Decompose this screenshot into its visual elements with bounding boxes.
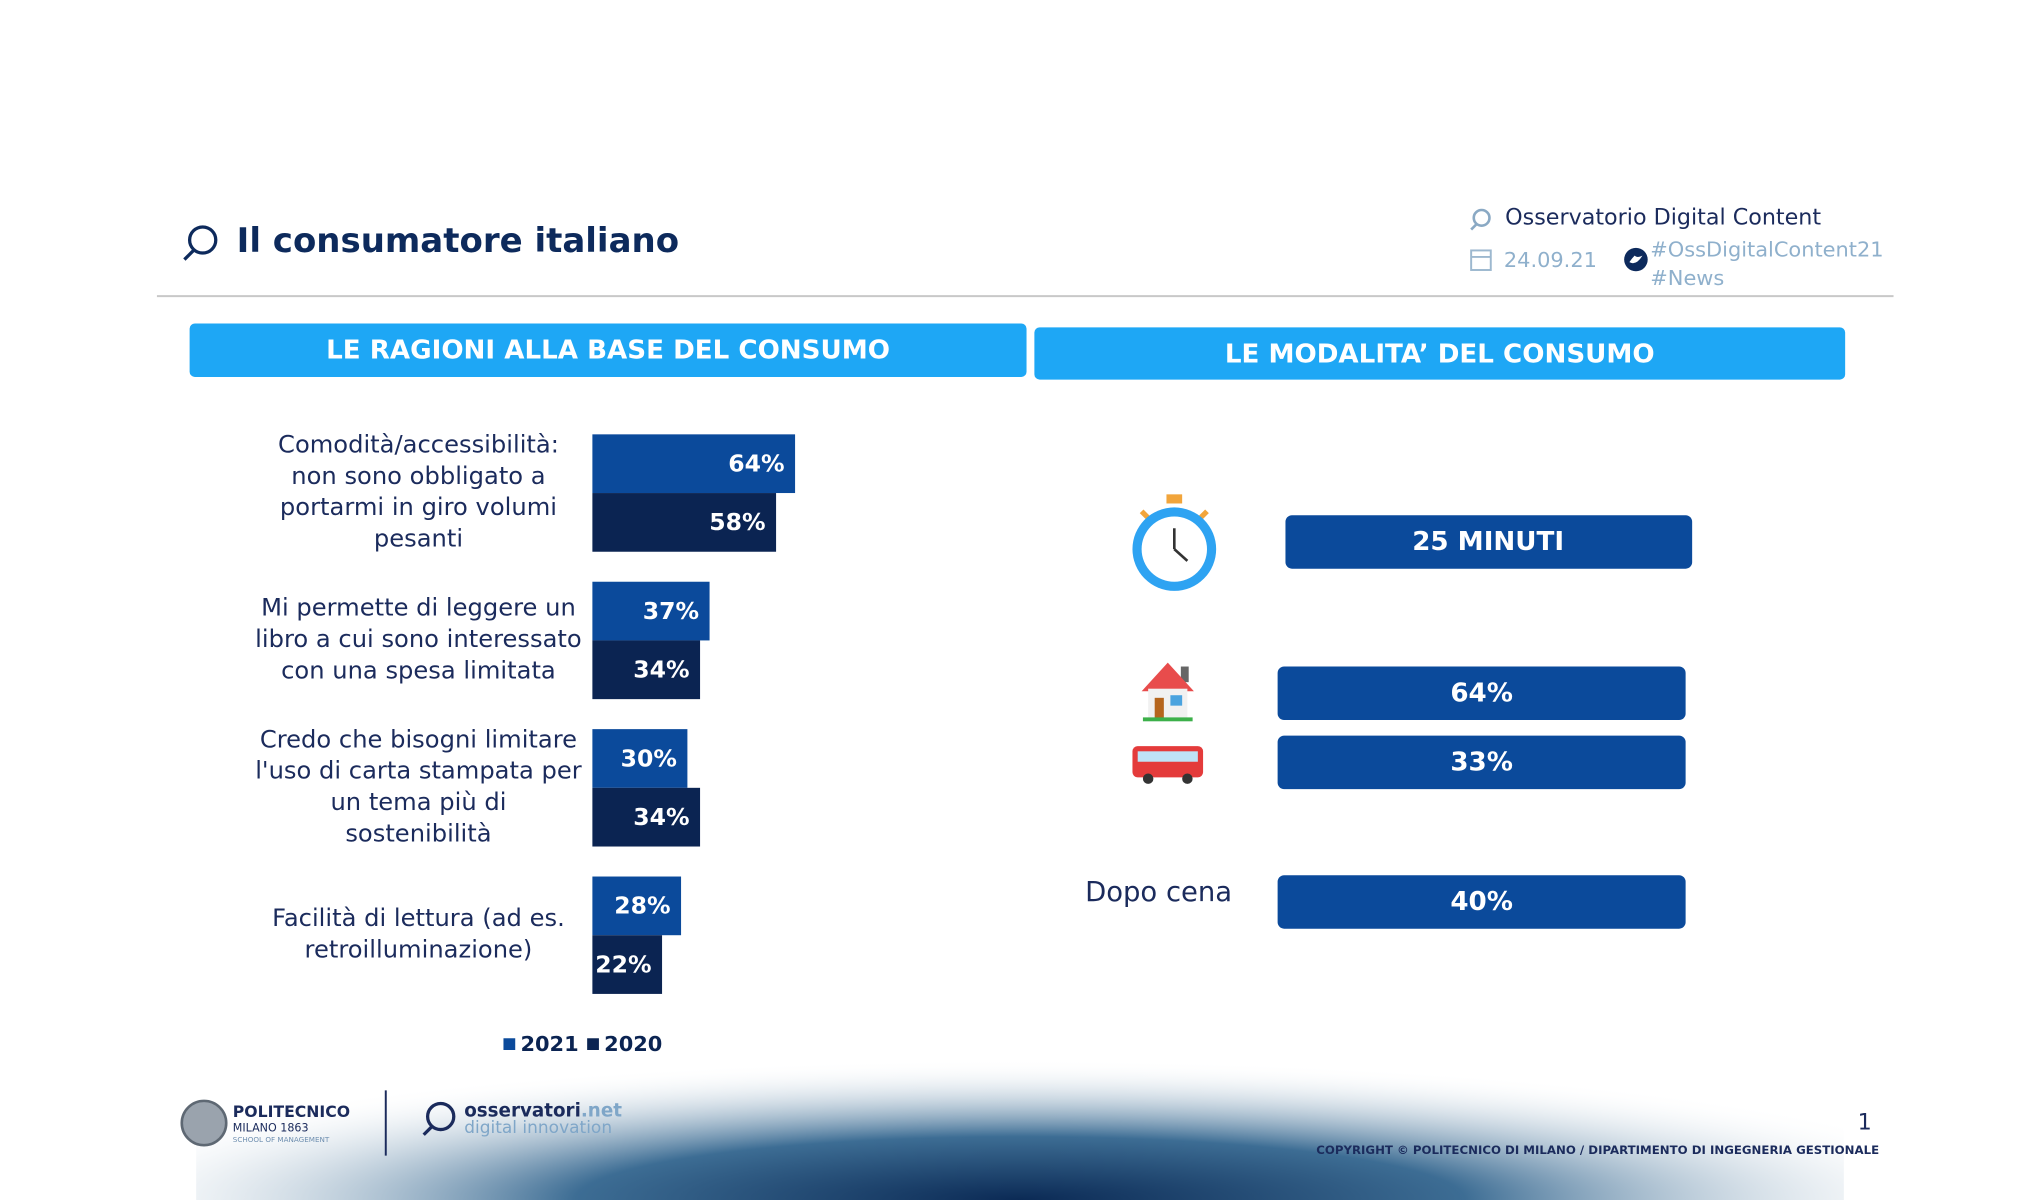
bar-value-label: 34%: [633, 803, 689, 831]
osservatori-icon: [422, 1101, 456, 1136]
copyright: COPYRIGHT © POLITECNICO DI MILANO / DIPA…: [1316, 1143, 1879, 1157]
slide-title: Il consumatore italiano: [237, 221, 679, 261]
logo-suffix: .net: [581, 1100, 622, 1121]
date: 24.09.21: [1504, 248, 1597, 272]
category-label-box: Credo che bisogni limitare l'uso di cart…: [255, 726, 582, 848]
category-label-box: Comodità/accessibilità: non sono obbliga…: [278, 431, 559, 554]
bar-value-label: 22%: [595, 950, 651, 978]
category-label: Credo che bisogni limitare l'uso di cart…: [255, 726, 582, 848]
bar-value-label: 58%: [709, 508, 765, 536]
logo-text: SCHOOL OF MANAGEMENT: [233, 1135, 330, 1144]
bar-value-label: 37%: [643, 597, 699, 625]
logo-text: MILANO 1863: [233, 1121, 309, 1134]
info-value: 40%: [1450, 887, 1513, 917]
category-label: Mi permette di leggere un libro a cui so…: [255, 594, 582, 685]
category-label-box: Mi permette di leggere un libro a cui so…: [255, 594, 582, 685]
bar: [592, 640, 701, 700]
search-icon: [183, 225, 218, 261]
bar: [592, 581, 710, 641]
bar-value-label: 30%: [621, 744, 677, 772]
logo-text: POLITECNICO: [233, 1102, 350, 1121]
legend-label: 2021: [520, 1032, 578, 1056]
observatory-name: Osservatorio Digital Content: [1505, 204, 1821, 230]
bar: [592, 729, 688, 788]
info-value: 64%: [1450, 678, 1513, 708]
legend-label: 2020: [604, 1032, 662, 1056]
page-number: 1: [1858, 1110, 1872, 1136]
bar-value-label: 28%: [614, 892, 670, 920]
bus-icon: [1132, 746, 1204, 784]
info-box: [1277, 666, 1686, 720]
info-box: [1277, 875, 1686, 929]
info-value: 33%: [1450, 748, 1513, 778]
left-panel-title: LE RAGIONI ALLA BASE DEL CONSUMO: [326, 335, 890, 365]
legend-swatch: [587, 1038, 599, 1050]
info-box: [1277, 735, 1686, 790]
calendar-icon: [1470, 249, 1492, 271]
stopwatch-icon: [1132, 494, 1217, 591]
right-panel-header: [1034, 327, 1846, 380]
bar: [592, 787, 701, 847]
osservatori-logo: osservatori.net: [464, 1100, 622, 1121]
background-glow: [196, 965, 1844, 1200]
bar: [592, 876, 682, 936]
twitter-icon: [1624, 247, 1648, 272]
right-panel-title: LE MODALITA’ DEL CONSUMO: [1225, 339, 1655, 369]
hashtag: #News: [1650, 266, 1724, 290]
bar-value-label: 64%: [728, 450, 784, 478]
house-icon: [1141, 662, 1194, 722]
legend-swatch: [503, 1038, 516, 1050]
info-label: Dopo cena: [1085, 877, 1232, 908]
left-panel-header: [189, 323, 1027, 377]
info-value: 25 MINUTI: [1412, 527, 1564, 557]
bar-value-label: 34%: [633, 656, 689, 684]
politecnico-logo: [180, 1099, 228, 1147]
hashtag: #OssDigitalContent21: [1650, 237, 1883, 261]
logo-name: osservatori: [464, 1100, 581, 1121]
bar: [592, 493, 777, 552]
category-label: Facilità di lettura (ad es. retroillumin…: [272, 905, 565, 964]
logo-tagline: digital innovation: [464, 1118, 612, 1138]
bar: [592, 434, 796, 494]
bar: [592, 935, 663, 994]
info-box: [1285, 515, 1693, 569]
category-label-box: Facilità di lettura (ad es. retroillumin…: [272, 905, 565, 964]
observatory-icon: [1470, 208, 1491, 231]
category-label: Comodità/accessibilità: non sono obbliga…: [278, 431, 559, 554]
